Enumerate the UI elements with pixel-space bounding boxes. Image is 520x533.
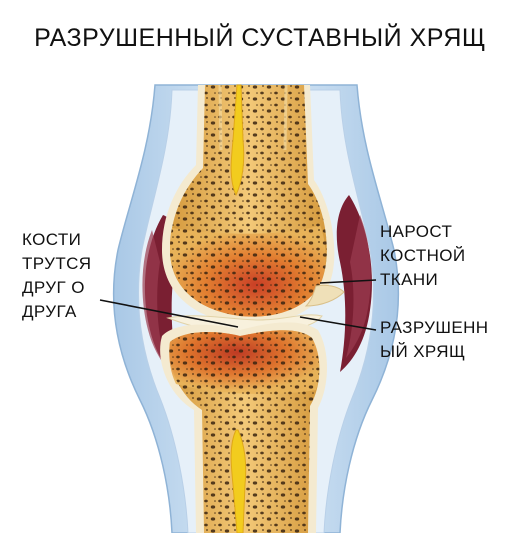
label-line: ДРУГА — [22, 302, 77, 321]
label-bone-growth: НАРОСТ КОСТНОЙ ТКАНИ — [380, 220, 466, 292]
pointer-line-cartilage — [299, 316, 377, 331]
label-bones-rub: КОСТИ ТРУТСЯ ДРУГ О ДРУГА — [22, 228, 92, 324]
label-line: КОСТИ — [22, 230, 82, 249]
label-line: НАРОСТ — [380, 222, 453, 241]
label-line: ТКАНИ — [380, 270, 439, 289]
label-line: ДРУГ О — [22, 278, 85, 297]
upper-bone — [162, 84, 335, 325]
label-line: КОСТНОЙ — [380, 246, 466, 265]
lower-bone — [160, 322, 327, 533]
pointer-line-growth — [319, 279, 377, 284]
label-line: ЫЙ ХРЯЩ — [380, 342, 466, 361]
label-damaged-cartilage: РАЗРУШЕНН ЫЙ ХРЯЩ — [380, 316, 488, 364]
diagram-title: РАЗРУШЕННЫЙ СУСТАВНЫЙ ХРЯЩ — [34, 24, 486, 52]
pointer-line-bones — [99, 299, 239, 328]
label-line: РАЗРУШЕНН — [380, 318, 489, 337]
label-line: ТРУТСЯ — [22, 254, 92, 273]
bone-spur — [304, 284, 345, 307]
